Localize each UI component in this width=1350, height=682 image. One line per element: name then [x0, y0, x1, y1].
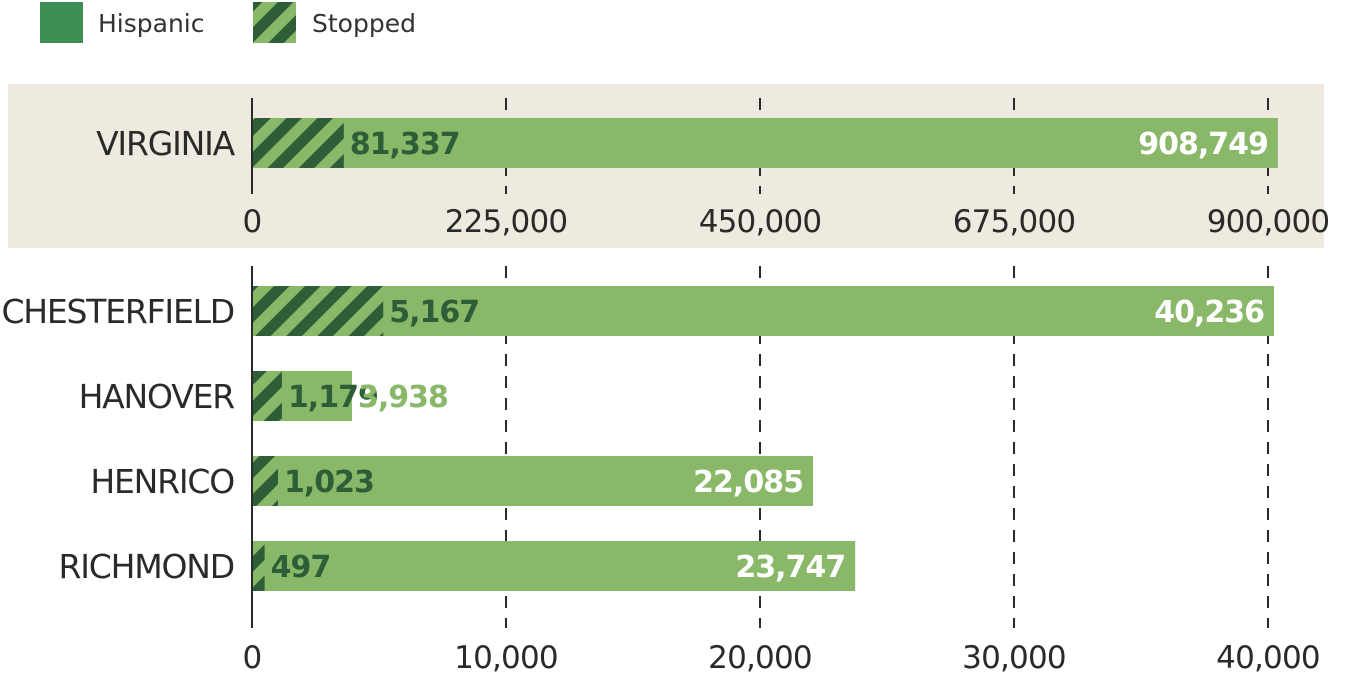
legend-label-hispanic: Hispanic [98, 9, 205, 38]
bar-stopped [252, 456, 278, 506]
locality-chart-panel: CHESTERFIELD 5,167 40,236 HANOVER 1,1793,938… [1, 266, 1321, 676]
legend-label-stopped: Stopped [312, 9, 416, 38]
bar-stopped [252, 371, 282, 421]
x-tick-label: 10,000 [454, 640, 558, 676]
data-label-hispanic: 908,749 [1138, 127, 1268, 162]
state-chart-panel: VIRGINIA 81,337 908,749 0 225,000 450,000 675,… [96, 98, 1330, 240]
bar-stopped [252, 286, 384, 336]
x-tick-label: 40,000 [1216, 640, 1320, 676]
x-tick-label: 675,000 [953, 204, 1076, 240]
category-label: VIRGINIA [96, 124, 236, 163]
legend-swatch-hispanic [40, 2, 83, 43]
bar-stopped [252, 541, 265, 591]
data-label-stopped: 1,023 [284, 465, 374, 500]
data-label-hispanic: 23,747 [735, 550, 845, 585]
category-label: CHESTERFIELD [1, 292, 234, 331]
bar-hispanic [252, 456, 813, 506]
x-tick-label: 900,000 [1207, 204, 1330, 240]
legend: Hispanic Stopped [40, 2, 416, 43]
data-label-hispanic: 3,938 [358, 380, 448, 415]
data-label-hispanic: 22,085 [693, 465, 803, 500]
data-label-stopped: 81,337 [350, 127, 460, 162]
data-label-stopped: 1,179 [288, 380, 378, 415]
x-tick-label: 20,000 [708, 640, 812, 676]
category-label: HENRICO [90, 462, 234, 501]
bar-stopped [252, 118, 344, 168]
legend-swatch-stopped [253, 2, 296, 43]
x-tick-label: 225,000 [445, 204, 568, 240]
bar-hispanic [252, 286, 1274, 336]
data-label-stopped: 5,167 [389, 295, 479, 330]
x-tick-label: 0 [243, 204, 262, 240]
bar-hispanic [252, 541, 856, 591]
category-label: RICHMOND [59, 547, 234, 586]
data-label-hispanic: 40,236 [1154, 295, 1264, 330]
x-tick-label: 0 [243, 640, 262, 676]
bar-hispanic [252, 118, 1278, 168]
x-tick-label: 30,000 [962, 640, 1066, 676]
x-tick-label: 450,000 [699, 204, 822, 240]
category-label: HANOVER [79, 377, 235, 416]
data-label-stopped: 497 [271, 550, 331, 585]
